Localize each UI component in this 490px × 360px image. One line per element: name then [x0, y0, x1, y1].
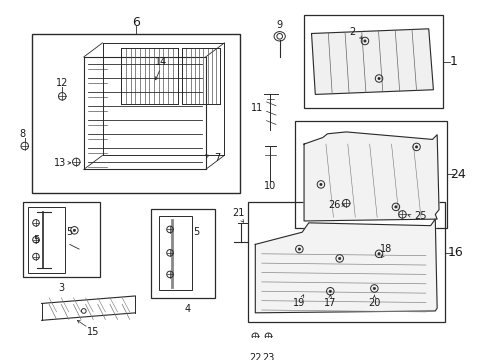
- Text: 5: 5: [33, 235, 39, 245]
- Circle shape: [320, 183, 322, 185]
- Text: 17: 17: [324, 298, 337, 309]
- Text: 19: 19: [293, 298, 305, 309]
- Circle shape: [329, 290, 331, 292]
- Bar: [23, 202, 99, 277]
- Text: 13: 13: [54, 158, 67, 168]
- Text: 9: 9: [277, 20, 283, 30]
- Text: 8: 8: [20, 129, 26, 139]
- Text: 1: 1: [450, 55, 458, 68]
- Circle shape: [395, 206, 397, 208]
- Polygon shape: [255, 219, 437, 313]
- Circle shape: [298, 248, 300, 250]
- Circle shape: [74, 229, 75, 231]
- Text: 14: 14: [154, 57, 167, 67]
- Text: 18: 18: [380, 244, 392, 254]
- Text: 23: 23: [262, 353, 274, 360]
- Text: 2: 2: [350, 27, 356, 37]
- Polygon shape: [312, 29, 433, 94]
- Bar: [27, 207, 65, 273]
- Text: 22: 22: [249, 353, 262, 360]
- Circle shape: [378, 253, 380, 255]
- Text: 7: 7: [214, 153, 220, 163]
- Text: 20: 20: [368, 298, 381, 309]
- Text: 15: 15: [87, 327, 99, 337]
- Circle shape: [416, 146, 417, 148]
- Bar: [304, 15, 443, 108]
- Text: 24: 24: [450, 168, 465, 181]
- Circle shape: [378, 77, 380, 80]
- Text: 4: 4: [185, 304, 191, 314]
- Text: 5: 5: [193, 227, 199, 237]
- Text: 21: 21: [232, 208, 245, 219]
- Text: 10: 10: [264, 181, 276, 191]
- Circle shape: [81, 309, 86, 313]
- Circle shape: [373, 287, 375, 289]
- Text: 6: 6: [132, 16, 140, 29]
- Text: 25: 25: [415, 211, 427, 221]
- Bar: [151, 209, 215, 298]
- Circle shape: [277, 33, 283, 39]
- Bar: [248, 202, 444, 322]
- Text: 5: 5: [67, 227, 73, 237]
- Circle shape: [364, 40, 366, 42]
- Text: 26: 26: [328, 200, 340, 210]
- Bar: [294, 121, 446, 229]
- Bar: [159, 216, 192, 290]
- Text: 12: 12: [56, 78, 69, 88]
- Text: 11: 11: [250, 103, 263, 113]
- Polygon shape: [304, 132, 439, 221]
- Circle shape: [339, 257, 341, 260]
- Text: 3: 3: [58, 283, 64, 293]
- Bar: [32, 33, 240, 193]
- Text: 16: 16: [448, 246, 464, 259]
